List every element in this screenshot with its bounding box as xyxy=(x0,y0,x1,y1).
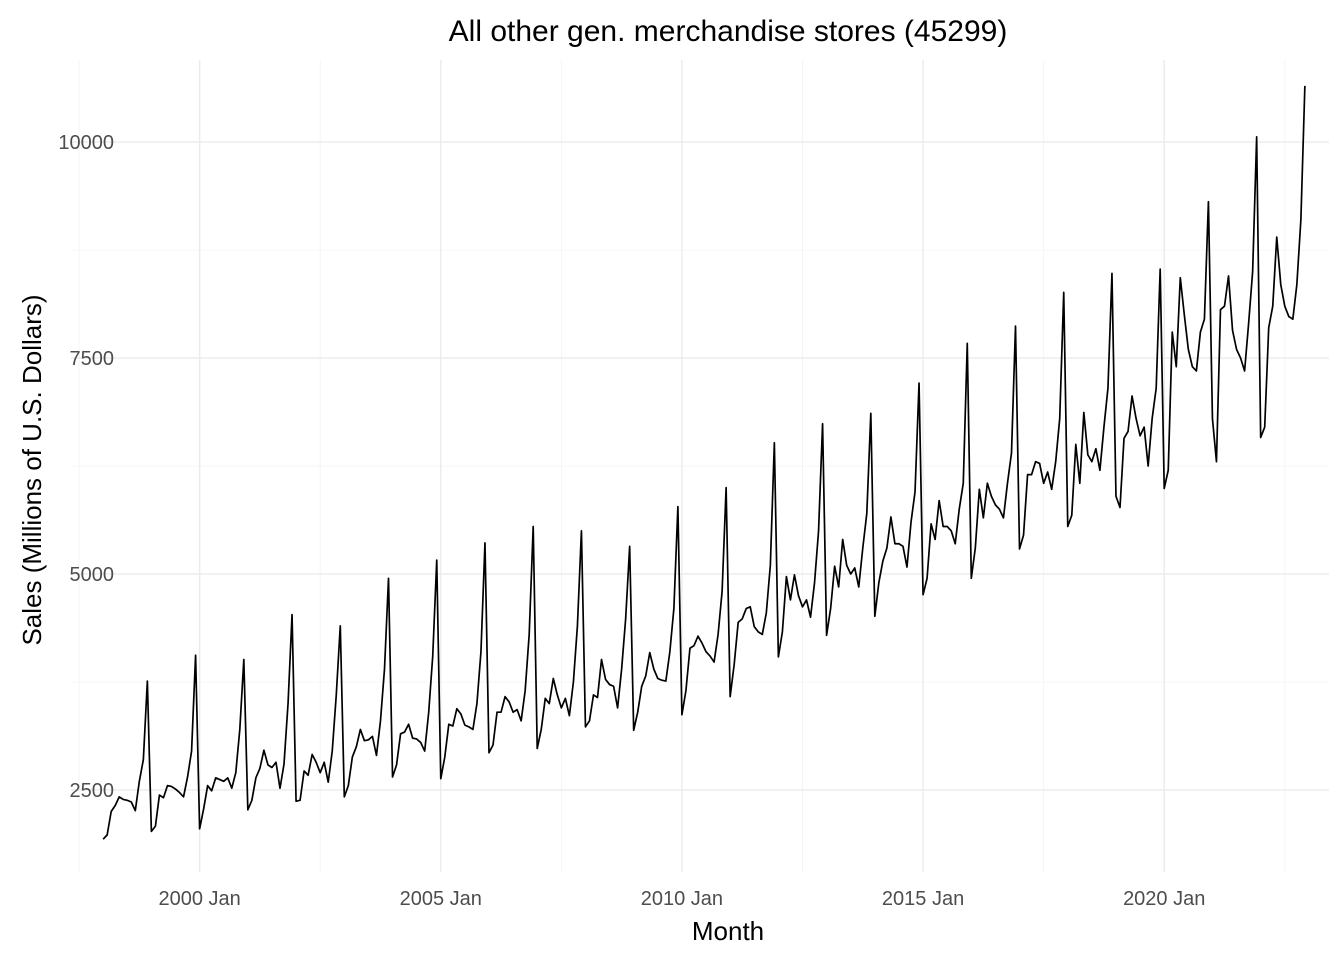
chart-title: All other gen. merchandise stores (45299… xyxy=(449,15,1008,48)
x-axis-label: Month xyxy=(692,916,764,946)
y-tick-label: 7500 xyxy=(70,348,115,370)
x-tick-label: 2020 Jan xyxy=(1123,888,1205,910)
major-y-gridlines xyxy=(71,141,1329,791)
x-tick-label: 2010 Jan xyxy=(641,888,723,910)
y-axis-label: Sales (Millions of U.S. Dollars) xyxy=(17,294,47,645)
y-tick-label: 5000 xyxy=(70,564,115,586)
y-tick-label: 10000 xyxy=(58,132,114,154)
x-tick-label: 2000 Jan xyxy=(158,888,240,910)
sales-series-line xyxy=(102,85,1306,840)
series-layer xyxy=(102,85,1306,840)
x-tick-label: 2005 Jan xyxy=(400,888,482,910)
x-tick-labels: 2000 Jan 2005 Jan 2010 Jan 2015 Jan 2020 Jan xyxy=(158,888,1205,910)
y-tick-labels: 2500 5000 7500 10000 xyxy=(58,132,114,802)
y-tick-label: 2500 xyxy=(70,780,115,802)
x-tick-label: 2015 Jan xyxy=(882,888,964,910)
minor-y-gridlines xyxy=(71,249,1329,683)
